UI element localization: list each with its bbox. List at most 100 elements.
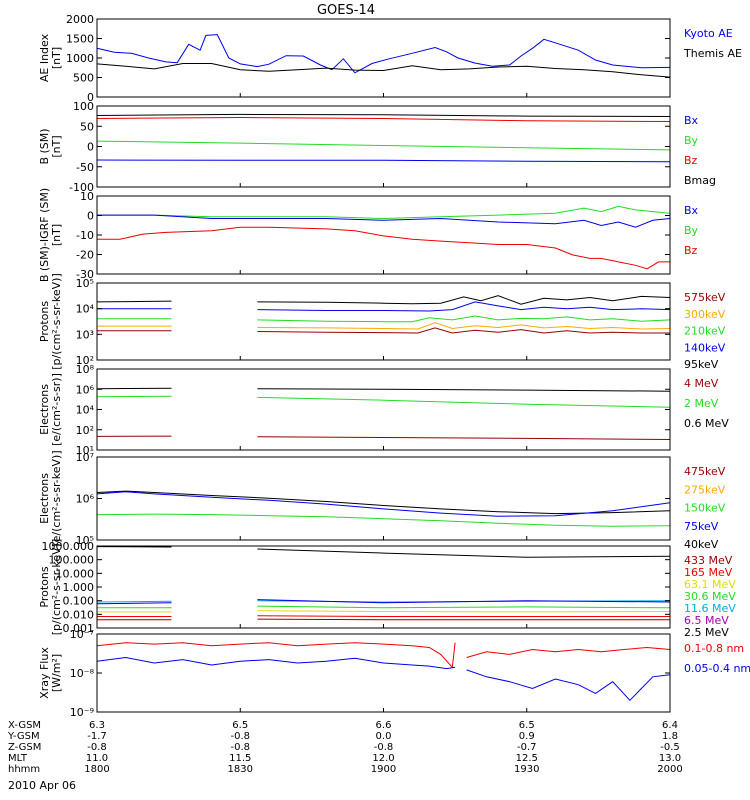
x-axis-value: -0.8 [230, 742, 250, 753]
legend-165-mev: 165 MeV [684, 566, 733, 579]
y-tick-label: -10 [76, 229, 94, 242]
y-tick-label: -50 [76, 161, 94, 174]
y-tick-label: 10⁶ [76, 493, 95, 506]
panel-frame [96, 18, 671, 98]
y-tick-label: 10.000 [56, 567, 95, 580]
series-433-mev [97, 618, 670, 621]
x-axis-value: -0.8 [374, 742, 394, 753]
series-140kev [97, 301, 671, 312]
series-bz [97, 226, 670, 270]
y-tick-label: 10⁶ [76, 383, 95, 396]
y-tick-label: 0 [87, 210, 94, 223]
y-tick-label: 10² [76, 354, 94, 367]
y-axis-label: Electrons[e/(cm²-s-sr)] [38, 373, 63, 446]
legend-6-5-mev: 6.5 MeV [684, 614, 729, 627]
series-bx [97, 214, 671, 228]
series-0-6-mev [96, 387, 671, 392]
legend-bz: Bz [684, 244, 698, 257]
x-axis-ephemeris-table: X-GSMY-GSMZ-GSMMLThhmm6.3-1.7-0.811.0180… [7, 720, 683, 775]
y-tick-label: 10⁸ [76, 363, 95, 376]
legend-bx: Bx [684, 204, 699, 217]
legend-300kev: 300keV [684, 308, 726, 321]
x-axis-row-label: MLT [8, 753, 28, 764]
legend-140kev: 140keV [684, 341, 726, 354]
legend-by: By [684, 134, 699, 147]
series-kyoto-ae [96, 34, 671, 74]
legend-bmag: Bmag [684, 174, 716, 187]
y-tick-label: 2000 [66, 13, 94, 26]
legend-kyoto-ae: Kyoto AE [684, 27, 733, 40]
panel-b_minus_igrf: 10 0 -10 -20 -30 B (SM)-IGRF (SM)[nT] Bx By Bz [38, 188, 699, 282]
y-tick-label: 500 [73, 72, 94, 85]
series-63-1-mev [97, 610, 671, 613]
y-tick-label: 0.100 [63, 595, 95, 608]
y-axis-label: AE Index[nT] [38, 33, 63, 82]
series-165-mev [97, 615, 670, 617]
legend-95kev: 95keV [684, 358, 719, 371]
x-axis-value: 1830 [228, 764, 253, 775]
series-by [96, 140, 671, 151]
series-575kev [97, 327, 670, 334]
series-95kev [96, 295, 671, 305]
legend-0-05-0-4-nm: 0.05-0.4 nm [684, 662, 750, 675]
y-axis-label: Protons[p/(cm²-s-sr-keV)] [38, 273, 63, 370]
panel-protons_low: 10⁵ 10⁴ 10³ 10² Protons[p/(cm²-s-sr-keV)] 575… [38, 273, 726, 371]
series-bmag [96, 113, 671, 117]
x-axis-value: 1.8 [662, 731, 678, 742]
y-tick-label: -30 [76, 268, 94, 281]
series-6-5-mev [96, 599, 671, 605]
y-tick-label: 0 [87, 141, 94, 154]
legend-63-1-mev: 63.1 MeV [684, 578, 736, 591]
y-tick-label: 10¹ [76, 444, 94, 457]
legend-0-6-mev: 0.6 MeV [684, 417, 729, 430]
series-bz [96, 116, 671, 122]
y-tick-label: 10⁴ [76, 404, 95, 417]
legend-75kev: 75keV [684, 520, 719, 533]
y-tick-label: 10⁻⁸ [70, 667, 95, 680]
panel-xray: 10⁻⁷ 10⁻⁸ 10⁻⁹ Xray Flux[W/m²] 0.1-0.8 nm 0.0… [38, 628, 750, 719]
x-axis-value: 0.9 [519, 731, 535, 742]
x-axis-value: -0.8 [87, 742, 107, 753]
panel-ae: 2000 1500 1000 500 0 AE Index[nT] Kyoto AE Them… [38, 13, 742, 104]
y-tick-label: 1.000 [63, 581, 95, 594]
series-0-05-0-4-nm [96, 656, 671, 702]
legend-0-1-0-8-nm: 0.1-0.8 nm [684, 642, 744, 655]
legend-40kev: 40keV [684, 538, 719, 551]
y-tick-label: 10³ [76, 328, 94, 341]
series-4-mev [96, 435, 671, 440]
x-axis-value: 2000 [657, 764, 682, 775]
legend-bx: Bx [684, 114, 699, 127]
y-tick-label: 1000.000 [42, 540, 95, 553]
series-0-1-0-8-nm [96, 642, 671, 669]
series-2-5-mev [96, 546, 671, 558]
y-tick-label: 0.001 [63, 622, 95, 635]
legend-themis-ae: Themis AE [683, 47, 742, 60]
y-axis-label: Electrons[e/(cm²-s-sr-keV)] [38, 450, 63, 546]
y-axis-label: B (SM)[nT] [38, 128, 63, 164]
legend-by: By [684, 224, 699, 237]
panel-protons_high: 1000.000100.00010.0001.0000.1000.0100.00… [38, 539, 736, 639]
series-30-6-mev [97, 605, 671, 609]
legend-475kev: 475keV [684, 465, 726, 478]
y-tick-label: -100 [69, 181, 94, 194]
x-axis-value: 1900 [371, 764, 396, 775]
series-75kev [96, 491, 671, 517]
legend-2-mev: 2 MeV [684, 397, 719, 410]
panel-b_sm: 100 50 0 -50 -100 B (SM)[nT] Bx By Bz Bmag [38, 100, 716, 194]
x-axis-value: 6.5 [519, 720, 535, 731]
y-axis-label: Xray Flux[W/m²] [38, 647, 63, 699]
x-axis-value: 1800 [84, 764, 109, 775]
y-tick-label: 100.000 [49, 554, 95, 567]
y-tick-label: 10² [76, 424, 94, 437]
x-axis-value: 6.4 [662, 720, 678, 731]
series-2-mev [96, 395, 671, 408]
x-axis-value: 6.5 [232, 720, 248, 731]
panel-frame [96, 633, 671, 713]
x-axis-row-label: Z-GSM [8, 742, 41, 753]
panel-electrons_low: 10⁷ 10⁶ 10⁵ Electrons[e/(cm²-s-sr-keV)] 475k… [38, 450, 726, 551]
date-label: 2010 Apr 06 [8, 779, 76, 792]
x-axis-value: 6.6 [376, 720, 392, 731]
x-axis-value: -0.7 [517, 742, 537, 753]
x-axis-value: -1.7 [87, 731, 107, 742]
plot-title: GOES-14 [317, 3, 375, 18]
